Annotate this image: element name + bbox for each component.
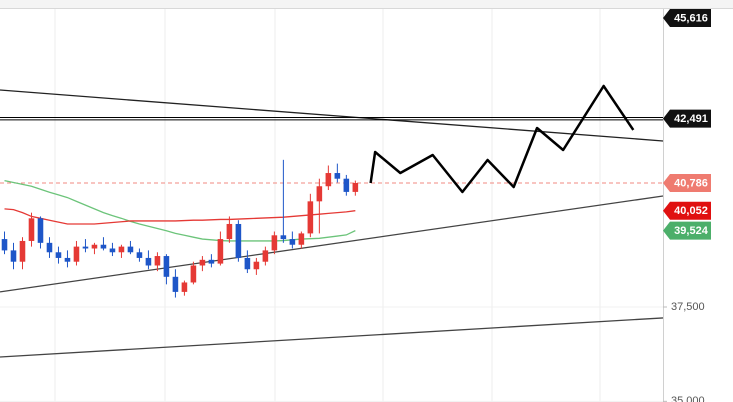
price-badge: 39,524	[663, 221, 711, 240]
y-tick-label: 35,000	[671, 395, 705, 402]
y-tick-label: 37,500	[671, 301, 705, 313]
candle-body	[262, 250, 269, 262]
candle-body	[55, 252, 62, 258]
moving-average	[4, 208, 356, 225]
candle-body	[10, 250, 17, 262]
candle-body	[136, 252, 143, 258]
candle-body	[163, 256, 170, 277]
candle-body	[37, 218, 44, 243]
projection-line	[369, 84, 635, 194]
badge-shape	[663, 9, 711, 27]
candle-body	[325, 173, 332, 187]
badge-label: 39,524	[674, 225, 709, 237]
badge-shape	[663, 109, 711, 128]
candle-body	[109, 248, 116, 253]
candle-body	[91, 244, 98, 249]
badge-label: 40,052	[674, 205, 708, 217]
trend-line	[0, 89, 664, 142]
candle-body	[46, 242, 53, 253]
candle-body	[316, 186, 323, 202]
candle-body	[181, 282, 188, 292]
candle-body	[118, 246, 125, 253]
candle-body	[73, 246, 80, 262]
price-badge: 40,786	[663, 174, 711, 193]
price-badge: 40,052	[663, 201, 711, 220]
candle-body	[253, 261, 260, 270]
candle-body	[154, 256, 161, 266]
candle-body	[217, 239, 224, 264]
candle-body	[145, 257, 152, 266]
candle-body	[190, 265, 197, 283]
candle-body	[100, 244, 107, 249]
candle-body	[244, 257, 251, 270]
candle-body	[127, 246, 134, 253]
candle-body	[280, 235, 287, 240]
badge-shape	[663, 221, 711, 240]
candle-body	[64, 257, 71, 262]
candle-body	[298, 233, 305, 245]
moving-average	[4, 179, 356, 242]
candle-body	[307, 201, 314, 234]
candle-body	[235, 223, 242, 258]
badge-shape	[663, 174, 711, 193]
candle-body	[172, 276, 179, 292]
trend-line	[0, 317, 664, 358]
top-bar	[0, 0, 733, 8]
time-grid	[54, 9, 601, 402]
badge-label: 42,491	[674, 113, 708, 125]
badge-shape	[663, 201, 711, 220]
price-badge: 42,491	[663, 109, 711, 128]
candle-body	[1, 239, 8, 251]
candle-body	[82, 246, 89, 249]
candle-body	[334, 173, 341, 179]
candle-body	[289, 239, 296, 245]
candle-body	[271, 235, 278, 251]
candle-body	[199, 259, 206, 266]
candle-body	[352, 183, 359, 192]
candle-body	[343, 178, 350, 192]
candle-body	[28, 218, 35, 241]
candle-body	[226, 223, 233, 240]
badge-label: 40,786	[674, 177, 708, 189]
badge-label: 45,616	[674, 12, 708, 24]
candle-body	[208, 259, 215, 264]
candle-body	[19, 240, 26, 262]
trend-line	[0, 195, 664, 293]
price-badge: 45,616	[663, 9, 711, 27]
